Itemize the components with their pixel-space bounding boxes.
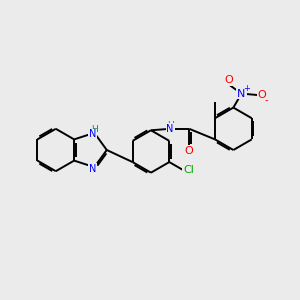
Text: Cl: Cl: [183, 165, 194, 175]
Text: -: -: [265, 95, 268, 105]
Text: H: H: [168, 121, 174, 130]
Text: O: O: [257, 90, 266, 100]
Text: N: N: [167, 124, 174, 134]
Text: O: O: [185, 146, 194, 156]
Text: O: O: [225, 75, 233, 85]
Text: H: H: [91, 125, 98, 134]
Text: N: N: [89, 129, 97, 139]
Text: N: N: [89, 164, 97, 174]
Text: N: N: [237, 88, 246, 99]
Text: +: +: [243, 84, 250, 93]
